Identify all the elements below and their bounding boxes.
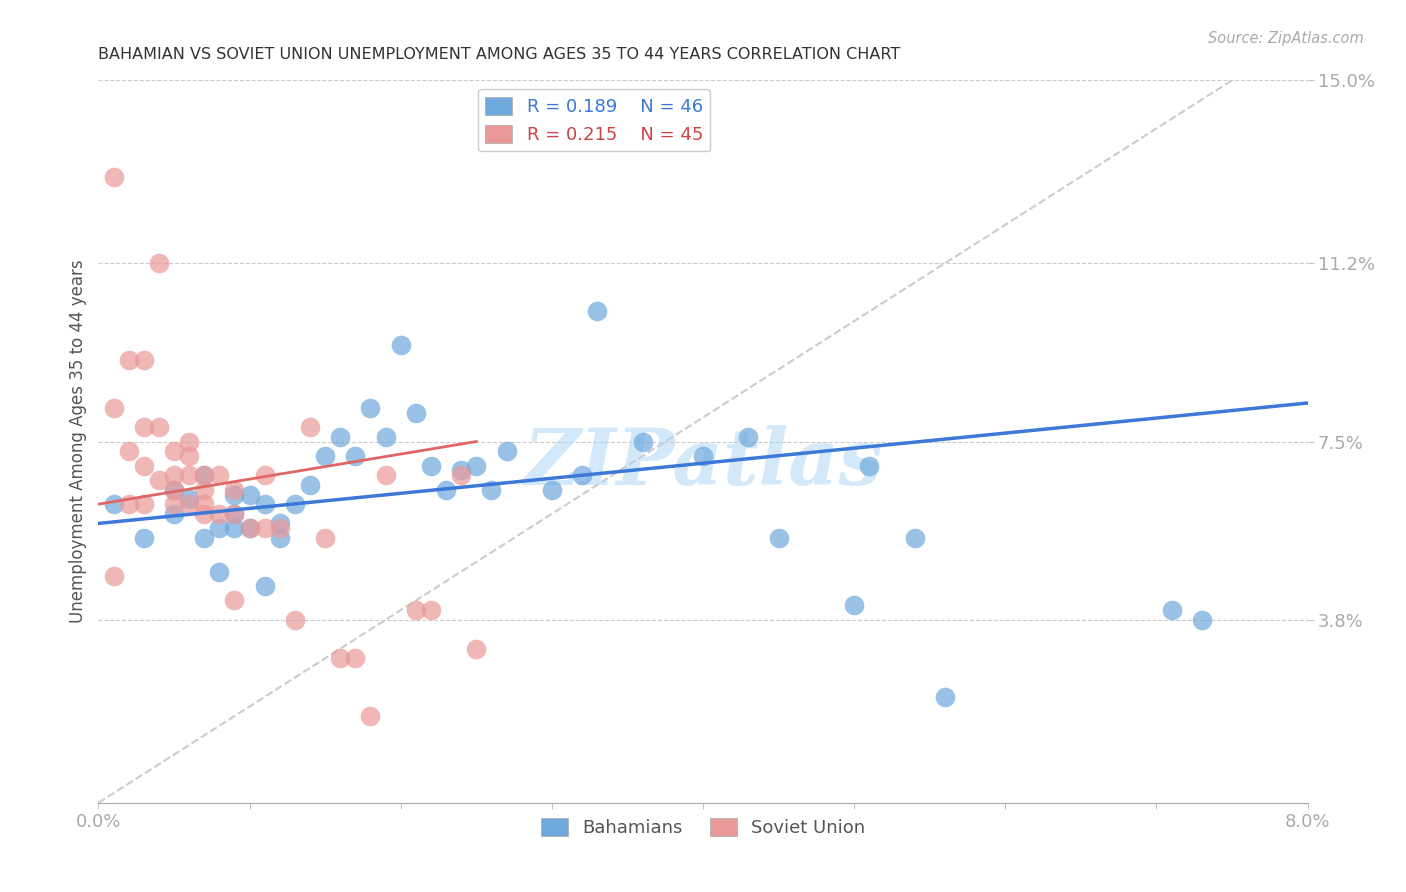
- Point: [239, 521, 262, 535]
- Point: [179, 492, 201, 507]
- Point: [269, 531, 291, 545]
- Text: BAHAMIAN VS SOVIET UNION UNEMPLOYMENT AMONG AGES 35 TO 44 YEARS CORRELATION CHAR: BAHAMIAN VS SOVIET UNION UNEMPLOYMENT AM…: [98, 47, 901, 62]
- Point: [344, 449, 367, 463]
- Point: [118, 497, 141, 511]
- Point: [193, 507, 215, 521]
- Point: [1160, 603, 1182, 617]
- Point: [179, 468, 201, 483]
- Point: [208, 507, 231, 521]
- Point: [844, 599, 866, 613]
- Point: [284, 497, 307, 511]
- Point: [239, 521, 262, 535]
- Point: [329, 430, 352, 444]
- Point: [269, 516, 291, 531]
- Point: [103, 401, 125, 415]
- Point: [148, 256, 170, 270]
- Point: [148, 420, 170, 434]
- Point: [450, 463, 472, 477]
- Point: [103, 169, 125, 184]
- Point: [586, 304, 609, 318]
- Point: [132, 497, 155, 511]
- Point: [103, 497, 125, 511]
- Point: [314, 531, 336, 545]
- Point: [208, 521, 231, 535]
- Point: [737, 430, 759, 444]
- Point: [360, 709, 382, 723]
- Point: [253, 579, 276, 593]
- Point: [253, 468, 276, 483]
- Point: [224, 483, 246, 497]
- Point: [481, 483, 503, 497]
- Point: [193, 483, 215, 497]
- Point: [631, 434, 654, 449]
- Point: [1191, 613, 1213, 627]
- Text: ZIPatlas: ZIPatlas: [523, 425, 883, 501]
- Point: [193, 468, 215, 483]
- Point: [224, 507, 246, 521]
- Point: [253, 521, 276, 535]
- Point: [858, 458, 880, 473]
- Point: [163, 483, 186, 497]
- Point: [571, 468, 593, 483]
- Point: [299, 420, 322, 434]
- Point: [360, 401, 382, 415]
- Point: [179, 434, 201, 449]
- Point: [193, 468, 215, 483]
- Point: [450, 468, 472, 483]
- Point: [132, 352, 155, 367]
- Point: [465, 458, 488, 473]
- Point: [329, 651, 352, 665]
- Point: [374, 468, 396, 483]
- Point: [163, 507, 186, 521]
- Point: [118, 444, 141, 458]
- Point: [239, 487, 262, 501]
- Point: [344, 651, 367, 665]
- Point: [103, 569, 125, 583]
- Point: [148, 473, 170, 487]
- Point: [540, 483, 562, 497]
- Point: [163, 444, 186, 458]
- Point: [495, 444, 517, 458]
- Point: [163, 497, 186, 511]
- Point: [405, 406, 427, 420]
- Point: [179, 449, 201, 463]
- Point: [692, 449, 714, 463]
- Point: [374, 430, 396, 444]
- Point: [208, 565, 231, 579]
- Point: [284, 613, 307, 627]
- Point: [420, 603, 443, 617]
- Point: [224, 593, 246, 607]
- Legend: Bahamians, Soviet Union: Bahamians, Soviet Union: [533, 811, 873, 845]
- Point: [224, 507, 246, 521]
- Point: [208, 468, 231, 483]
- Point: [253, 497, 276, 511]
- Point: [132, 420, 155, 434]
- Point: [193, 497, 215, 511]
- Point: [132, 458, 155, 473]
- Point: [934, 690, 956, 704]
- Y-axis label: Unemployment Among Ages 35 to 44 years: Unemployment Among Ages 35 to 44 years: [69, 260, 87, 624]
- Point: [768, 531, 790, 545]
- Point: [389, 338, 412, 352]
- Point: [224, 487, 246, 501]
- Point: [904, 531, 927, 545]
- Point: [269, 521, 291, 535]
- Point: [179, 497, 201, 511]
- Point: [314, 449, 336, 463]
- Point: [193, 531, 215, 545]
- Point: [163, 468, 186, 483]
- Text: Source: ZipAtlas.com: Source: ZipAtlas.com: [1208, 31, 1364, 46]
- Point: [465, 641, 488, 656]
- Point: [420, 458, 443, 473]
- Point: [224, 521, 246, 535]
- Point: [118, 352, 141, 367]
- Point: [405, 603, 427, 617]
- Point: [163, 483, 186, 497]
- Point: [299, 478, 322, 492]
- Point: [132, 531, 155, 545]
- Point: [434, 483, 457, 497]
